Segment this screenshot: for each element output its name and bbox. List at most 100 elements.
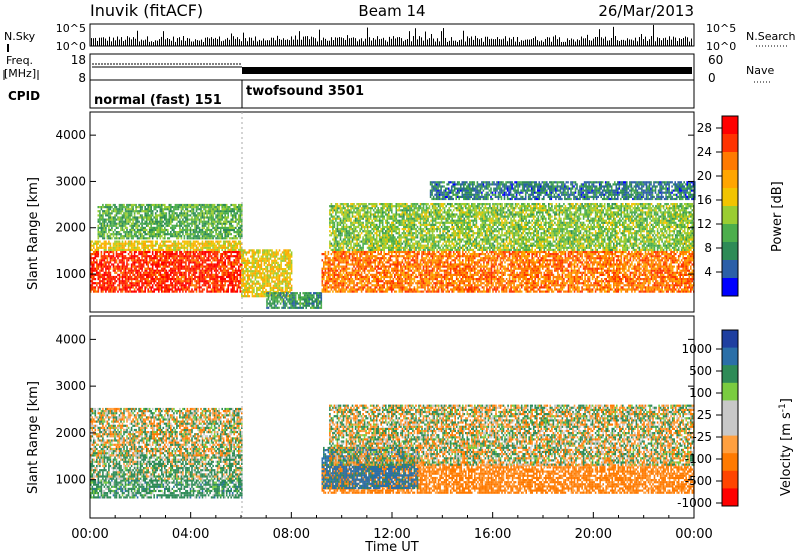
- power-cell: [122, 251, 124, 253]
- power-cell: [170, 280, 172, 282]
- power-cell: [141, 282, 143, 284]
- power-cell: [179, 282, 181, 284]
- power-cell: [93, 263, 95, 265]
- power-cell: [98, 288, 100, 290]
- power-cell: [135, 259, 137, 261]
- nsky-bar: [375, 40, 376, 46]
- power-cell: [113, 263, 115, 265]
- nsky-bar: [343, 38, 344, 46]
- power-cell: [141, 288, 143, 290]
- power-cell: [116, 255, 118, 257]
- power-cell: [98, 291, 100, 293]
- power-cell: [156, 282, 158, 284]
- power-cell: [92, 276, 94, 278]
- power-cell: [184, 274, 186, 276]
- nsky-bar: [115, 40, 116, 46]
- power-cell: [149, 257, 151, 259]
- nsky-bar: [259, 40, 260, 46]
- nsky-bar: [531, 39, 532, 46]
- power-cell: [117, 253, 119, 255]
- power-cell: [132, 261, 134, 263]
- power-cell: [172, 288, 174, 290]
- power-cell: [119, 274, 121, 276]
- power-cell: [150, 263, 152, 265]
- power-cell: [185, 278, 187, 280]
- nsky-bar: [281, 40, 282, 46]
- power-cell: [188, 259, 190, 261]
- power-cell: [119, 259, 121, 261]
- power-cell: [196, 288, 198, 290]
- nsky-bar: [489, 39, 490, 46]
- nsky-bar: [325, 39, 326, 46]
- power-cell: [119, 276, 121, 278]
- power-cell: [101, 270, 103, 272]
- power-cell: [116, 266, 118, 268]
- power-cell: [181, 251, 183, 253]
- power-cell: [140, 286, 142, 288]
- nsky-bar: [517, 37, 518, 46]
- power-cell: [164, 270, 166, 272]
- power-cell: [111, 288, 113, 290]
- power-cell: [104, 253, 106, 255]
- power-cell: [134, 259, 136, 261]
- nsky-bar: [577, 39, 578, 46]
- nsky-bar: [541, 40, 542, 46]
- nsky-bar: [373, 38, 374, 46]
- power-cell: [128, 253, 130, 255]
- power-cell: [167, 288, 169, 290]
- power-cell: [187, 251, 189, 253]
- power-cell: [164, 266, 166, 268]
- power-cell: [161, 268, 163, 270]
- power-cell: [137, 266, 139, 268]
- power-cell: [92, 253, 94, 255]
- nsky-bar: [457, 42, 458, 46]
- power-cell: [188, 257, 190, 259]
- power-cell: [190, 284, 192, 286]
- power-cell: [140, 259, 142, 261]
- power-cell: [107, 259, 109, 261]
- power-cell: [140, 268, 142, 270]
- power-cell: [105, 282, 107, 284]
- power-cell: [175, 270, 177, 272]
- power-cell: [175, 278, 177, 280]
- power-cell: [140, 263, 142, 265]
- nsky-bar: [555, 35, 556, 46]
- nsky-bar: [261, 41, 262, 46]
- power-cell: [187, 286, 189, 288]
- power-cell: [179, 263, 181, 265]
- nsky-bar: [591, 41, 592, 46]
- power-cell: [152, 280, 154, 282]
- power-cell: [125, 272, 127, 274]
- power-cell: [187, 278, 189, 280]
- nsky-bar: [413, 36, 414, 46]
- power-cell: [137, 282, 139, 284]
- power-cell: [135, 270, 137, 272]
- nsky-bar: [595, 37, 596, 46]
- power-cell: [110, 276, 112, 278]
- power-cell: [114, 268, 116, 270]
- power-cell: [150, 272, 152, 274]
- nsky-bar: [449, 41, 450, 46]
- power-cell: [107, 272, 109, 274]
- power-cell: [107, 251, 109, 253]
- power-cell: [111, 251, 113, 253]
- power-cell: [101, 261, 103, 263]
- nsky-bar: [273, 38, 274, 46]
- power-cell: [172, 272, 174, 274]
- power-cell: [140, 280, 142, 282]
- power-cell: [163, 268, 165, 270]
- power-cell: [153, 261, 155, 263]
- power-cell: [102, 263, 104, 265]
- power-cell: [107, 255, 109, 257]
- power-cell: [175, 288, 177, 290]
- power-cell: [144, 291, 146, 293]
- power-cell: [122, 276, 124, 278]
- power-cell: [191, 251, 193, 253]
- nsky-bar: [389, 37, 390, 46]
- nsky-bar: [437, 38, 438, 46]
- power-cell: [164, 274, 166, 276]
- power-cell: [196, 251, 198, 253]
- power-cell: [176, 284, 178, 286]
- power-cell: [143, 261, 145, 263]
- power-cell: [156, 270, 158, 272]
